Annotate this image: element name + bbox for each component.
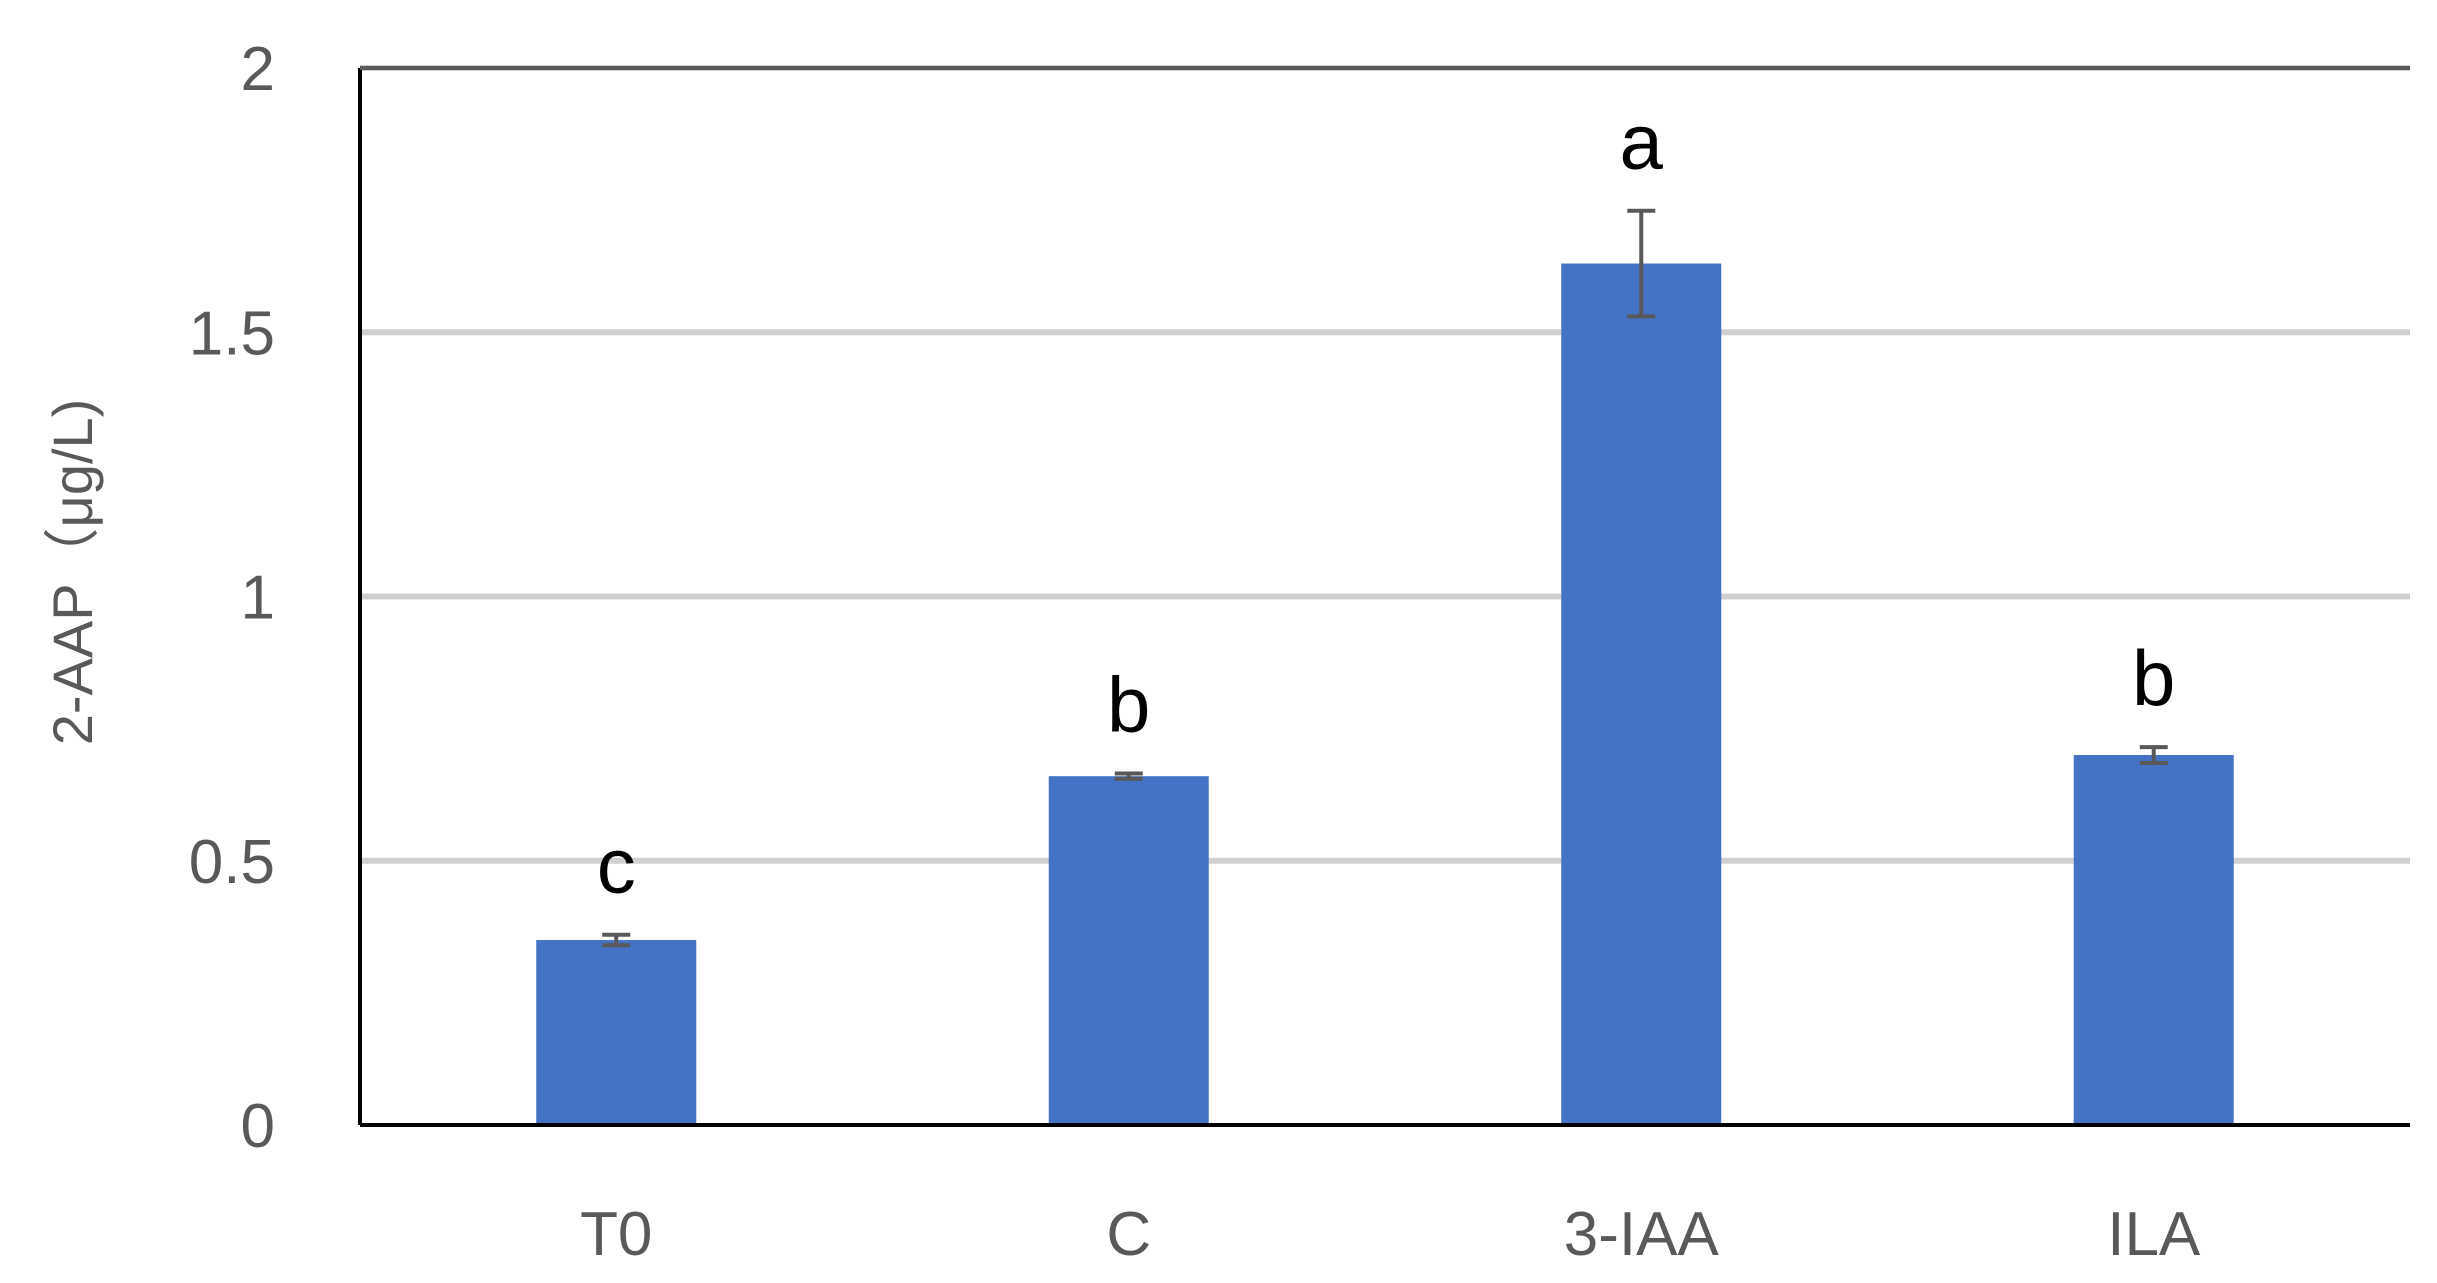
x-tick-labels: T0 C 3-IAA ILA <box>580 1200 2201 1269</box>
y-tick-label: 2 <box>241 35 275 104</box>
significance-letter: c <box>597 822 636 910</box>
bar-t0 <box>536 940 697 1125</box>
x-tick-label: 3-IAA <box>1564 1200 1720 1269</box>
bar-c <box>1048 776 1209 1125</box>
error-bar <box>602 932 631 948</box>
gridlines <box>360 65 2410 864</box>
bar-ila <box>2073 755 2234 1125</box>
error-bar <box>1627 208 1656 319</box>
significance-letter: b <box>1107 661 1150 749</box>
error-bar <box>2139 745 2168 765</box>
x-tick-label: C <box>1106 1200 1151 1269</box>
significance-letters: c b a b <box>597 98 2176 910</box>
error-bar <box>1114 771 1143 781</box>
x-tick-label: T0 <box>580 1200 652 1269</box>
x-tick-label: ILA <box>2107 1200 2201 1269</box>
bar-3-iaa <box>1561 263 1722 1125</box>
axes <box>358 66 2410 1127</box>
y-tick-labels: 0 0.5 1 1.5 2 <box>189 35 275 1161</box>
y-axis-title: 2-AAP（μg/L) <box>41 399 104 746</box>
significance-letter: b <box>2132 634 2175 722</box>
significance-letter: a <box>1620 98 1664 186</box>
y-tick-label: 1.5 <box>189 299 275 368</box>
y-tick-label: 0 <box>241 1092 275 1161</box>
error-bars <box>602 208 2168 948</box>
y-tick-label: 1 <box>241 564 275 633</box>
bars <box>536 263 2234 1125</box>
y-tick-label: 0.5 <box>189 828 275 897</box>
